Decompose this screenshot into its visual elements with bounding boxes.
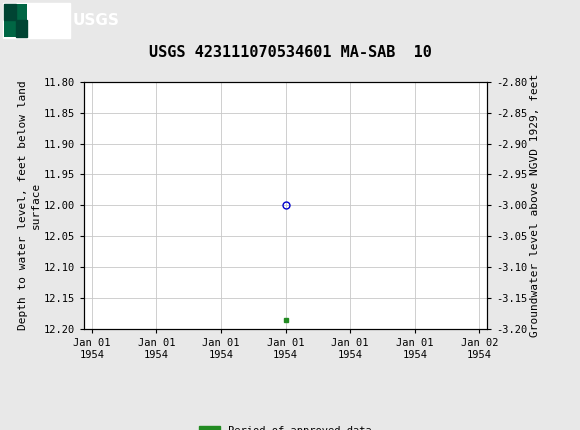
Bar [4, 4, 16, 20]
FancyBboxPatch shape [4, 4, 27, 37]
Y-axis label: Groundwater level above NGVD 1929, feet: Groundwater level above NGVD 1929, feet [530, 74, 540, 337]
Y-axis label: Depth to water level, feet below land
surface: Depth to water level, feet below land su… [18, 80, 41, 330]
Text: USGS: USGS [72, 13, 119, 28]
Bar [16, 20, 27, 37]
FancyBboxPatch shape [3, 3, 70, 37]
Legend: Period of approved data: Period of approved data [195, 422, 376, 430]
Text: USGS 423111070534601 MA-SAB  10: USGS 423111070534601 MA-SAB 10 [148, 45, 432, 60]
